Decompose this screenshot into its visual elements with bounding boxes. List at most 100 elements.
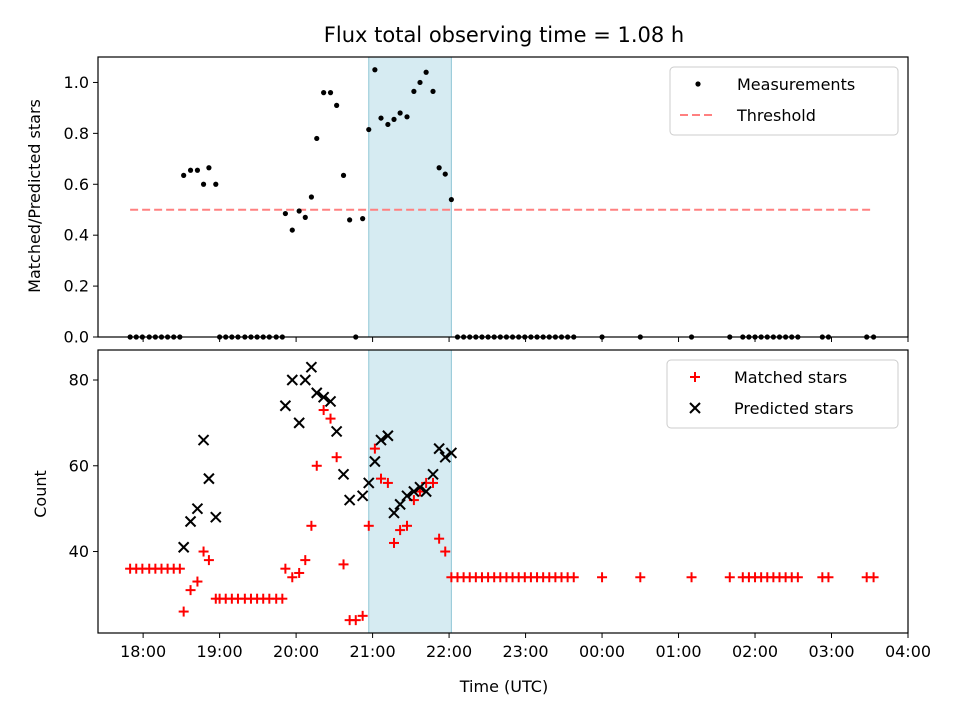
top-y-tick-label: 1.0 xyxy=(64,73,89,92)
top-y-tick-label: 0.2 xyxy=(64,277,89,296)
measurement-point xyxy=(442,171,448,177)
predicted-star-point xyxy=(330,425,343,438)
measurement-point xyxy=(423,69,429,75)
matched-star-point xyxy=(338,559,349,570)
top-y-tick-label: 0.0 xyxy=(64,328,89,347)
measurement-point xyxy=(391,116,397,122)
predicted-star-point xyxy=(203,472,215,485)
predicted-star-point xyxy=(184,515,197,528)
legend-predicted-marker xyxy=(689,402,701,414)
predicted-star-point xyxy=(375,434,387,446)
measurement-point xyxy=(360,216,366,222)
predicted-star-point xyxy=(293,417,305,429)
matched-star-point xyxy=(306,520,317,531)
matched-star-point xyxy=(376,473,387,484)
matched-star-point xyxy=(287,572,298,583)
measurement-point xyxy=(314,135,320,142)
matched-star-point xyxy=(198,546,209,557)
matched-star-point xyxy=(300,555,311,566)
predicted-star-point xyxy=(197,434,210,446)
predicted-star-point xyxy=(337,468,350,481)
legend-label: Threshold xyxy=(736,106,816,125)
measurement-point xyxy=(327,90,334,96)
predicted-star-point xyxy=(286,374,298,386)
matched-star-point xyxy=(203,555,214,566)
predicted-star-point xyxy=(401,490,413,502)
bottom-y-tick-label: 80 xyxy=(69,371,89,390)
bottom-y-tick-label: 60 xyxy=(69,456,89,475)
top-y-axis-label: Matched/Predicted stars xyxy=(25,99,44,293)
chart-title: Flux total observing time = 1.08 h xyxy=(324,23,684,47)
measurement-point xyxy=(194,167,201,173)
matched-star-point xyxy=(369,443,380,454)
x-tick-label: 01:00 xyxy=(655,642,701,661)
top-y-tick-label: 0.4 xyxy=(64,226,89,245)
measurement-point xyxy=(340,172,347,178)
predicted-star-point xyxy=(382,430,394,442)
measurement-point xyxy=(200,181,207,187)
measurement-point xyxy=(448,196,454,203)
measurement-point xyxy=(411,88,417,94)
measurement-point xyxy=(347,217,353,223)
matched-star-point xyxy=(363,520,374,531)
predicted-star-point xyxy=(420,485,432,498)
x-tick-label: 04:00 xyxy=(885,642,931,661)
measurement-point xyxy=(436,165,442,171)
bottom-axes-frame xyxy=(97,349,909,634)
matched-star-point xyxy=(318,405,329,416)
x-tick-label: 18:00 xyxy=(120,642,166,661)
matched-star-point xyxy=(635,572,646,583)
matched-star-point xyxy=(792,572,803,583)
matched-star-point xyxy=(174,563,185,574)
predicted-star-point xyxy=(414,481,426,493)
matched-star-point xyxy=(325,413,336,424)
predicted-star-point xyxy=(363,477,375,489)
measurement-point xyxy=(302,214,308,220)
matched-star-point xyxy=(192,576,203,587)
top-legend: Measurements Threshold xyxy=(669,66,899,136)
predicted-star-point xyxy=(408,485,420,498)
measurement-point xyxy=(417,79,423,86)
measurement-point xyxy=(334,102,340,108)
matched-star-point xyxy=(868,572,879,583)
predicted-star-point xyxy=(445,447,458,459)
measurement-point xyxy=(404,114,410,120)
matched-star-point xyxy=(823,572,834,583)
x-tick-label: 02:00 xyxy=(732,642,778,661)
matched-star-point xyxy=(350,615,361,626)
matched-star-point xyxy=(185,585,196,596)
bottom-legend-box xyxy=(666,359,899,429)
predicted-star-point xyxy=(177,541,190,553)
matched-star-point xyxy=(597,572,608,583)
x-tick-label: 21:00 xyxy=(350,642,396,661)
top-axes-frame xyxy=(97,56,909,338)
measurement-point xyxy=(430,88,436,94)
bottom-legend: Matched stars Predicted stars xyxy=(666,359,899,429)
matched-star-point xyxy=(428,477,439,488)
measurement-point xyxy=(213,181,219,187)
predicted-star-point xyxy=(305,361,318,373)
top-y-tick-label: 0.8 xyxy=(64,124,89,143)
measurement-point xyxy=(187,167,194,173)
measurement-point xyxy=(206,165,212,171)
legend-label: Measurements xyxy=(737,75,855,94)
measurement-point xyxy=(289,227,295,233)
measurement-point xyxy=(181,172,187,178)
predicted-star-point xyxy=(427,468,439,481)
predicted-star-point xyxy=(279,400,292,412)
matched-star-point xyxy=(402,520,413,531)
top-y-tick-label: 0.6 xyxy=(64,175,89,194)
legend-label: Predicted stars xyxy=(734,399,854,418)
x-tick-label: 19:00 xyxy=(197,642,243,661)
measurement-point xyxy=(385,121,391,128)
predicted-star-point xyxy=(343,494,356,506)
x-tick-label: 22:00 xyxy=(426,642,472,661)
matched-star-point xyxy=(395,525,406,536)
predicted-star-point xyxy=(299,374,311,386)
predicted-star-point xyxy=(311,387,323,399)
x-tick-label: 03:00 xyxy=(808,642,854,661)
bottom-y-tick-label: 40 xyxy=(69,542,89,561)
predicted-star-point xyxy=(191,502,204,515)
matched-star-point xyxy=(277,593,288,604)
